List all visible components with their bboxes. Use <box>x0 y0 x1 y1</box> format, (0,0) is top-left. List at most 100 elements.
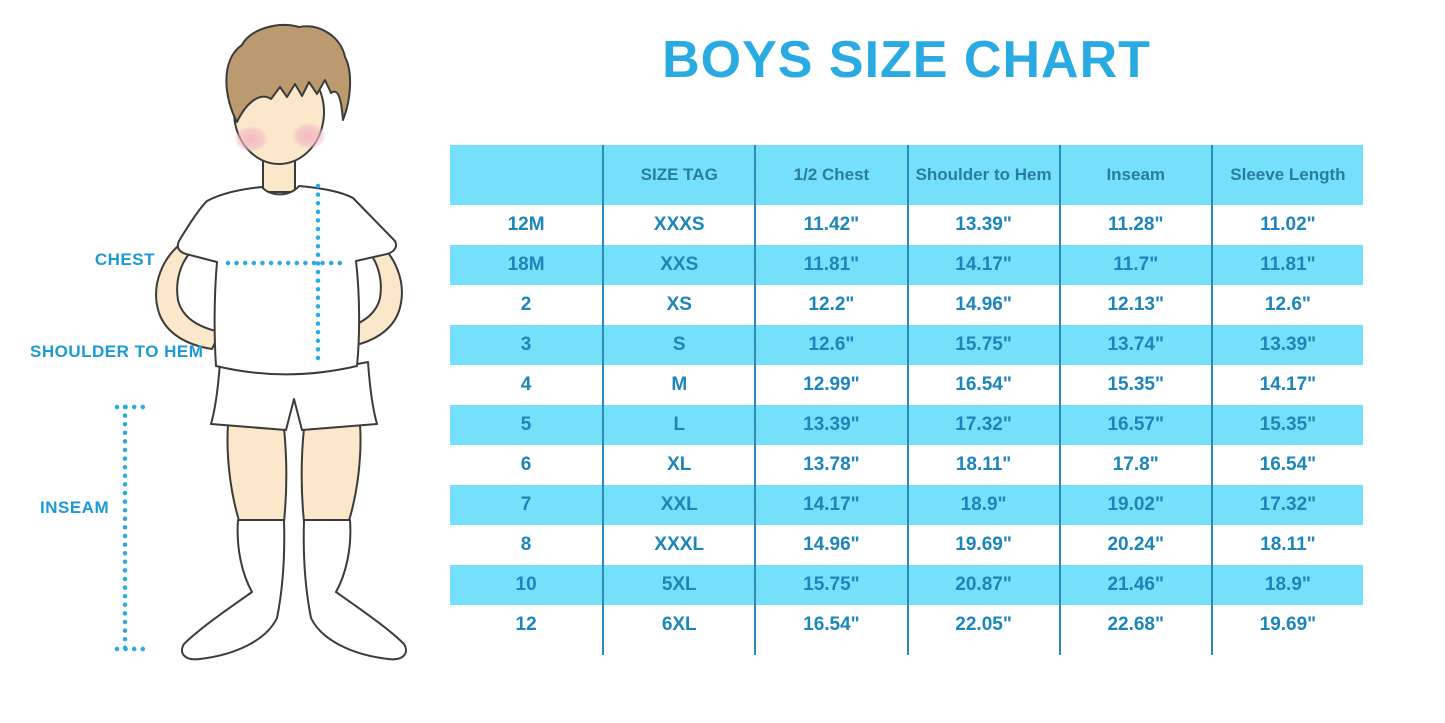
extension-cell <box>754 645 906 655</box>
table-cell: XS <box>602 285 754 325</box>
table-cell: 12.99" <box>754 365 906 405</box>
table-cell: 11.7" <box>1058 245 1211 285</box>
table-cell: 11.81" <box>1210 245 1363 285</box>
measurement-diagram: CHEST SHOULDER TO HEM INSEAM <box>0 0 450 723</box>
table-cell: 18M <box>507 254 545 275</box>
table-cell: 5 <box>520 414 532 435</box>
boy-arms <box>155 237 403 350</box>
table-cell: S <box>602 325 754 365</box>
table-cell: 6 <box>520 454 532 475</box>
table-cell: 20.24" <box>1058 525 1211 565</box>
table-cell: 18.9" <box>1210 565 1363 605</box>
extension-cell <box>906 645 1059 655</box>
table-cell: 5XL <box>602 565 754 605</box>
shoulder-to-hem-label: SHOULDER TO HEM <box>30 342 204 361</box>
table-cell: XXXS <box>602 205 754 245</box>
table-cell: 15.35" <box>1210 405 1363 445</box>
table-cell: M <box>602 365 754 405</box>
table-cell: 14.17" <box>906 245 1059 285</box>
table-cell: 6XL <box>602 605 754 645</box>
header-cell: Shoulder to Hem <box>906 145 1059 205</box>
extension-cell <box>1058 645 1211 655</box>
boy-cheek-right <box>292 123 326 149</box>
table-cell: 15.35" <box>1058 365 1211 405</box>
table-row: 5 L 13.39" 17.32" 16.57" 15.35" <box>450 405 1363 445</box>
table-cell: 13.74" <box>1058 325 1211 365</box>
table-cell: 22.05" <box>906 605 1059 645</box>
table-cell: 21.46" <box>1058 565 1211 605</box>
header-cell: Sleeve Length <box>1210 145 1363 205</box>
table-cell: 12.6" <box>1210 285 1363 325</box>
table-cell: 17.32" <box>906 405 1059 445</box>
table-cell: 17.32" <box>1210 485 1363 525</box>
table-cell: 8 <box>520 534 532 555</box>
table-cell: 11.02" <box>1210 205 1363 245</box>
header-cell: 1/2 Chest <box>754 145 906 205</box>
table-row: 18M XXS 11.81" 14.17" 11.7" 11.81" <box>450 245 1363 285</box>
table-extension-row <box>450 645 1363 655</box>
table-cell: 11.28" <box>1058 205 1211 245</box>
table-row: 7 XXL 14.17" 18.9" 19.02" 17.32" <box>450 485 1363 525</box>
table-cell: 14.96" <box>906 285 1059 325</box>
extension-cell <box>602 645 754 655</box>
table-cell: 17.8" <box>1058 445 1211 485</box>
extension-cell <box>450 645 602 655</box>
header-cell: Inseam <box>1058 145 1211 205</box>
extension-cell <box>1210 645 1363 655</box>
boy-socks <box>181 519 407 661</box>
table-cell: 4 <box>520 374 532 395</box>
table-cell: 7 <box>520 494 532 515</box>
table-row: 2 XS 12.2" 14.96" 12.13" 12.6" <box>450 285 1363 325</box>
table-cell: 22.68" <box>1058 605 1211 645</box>
table-cell: 13.39" <box>906 205 1059 245</box>
header-cell <box>450 145 602 205</box>
table-cell: 16.57" <box>1058 405 1211 445</box>
table-row: 4 M 12.99" 16.54" 15.35" 14.17" <box>450 365 1363 405</box>
table-cell: 19.02" <box>1058 485 1211 525</box>
table-cell: 13.39" <box>1210 325 1363 365</box>
table-cell: 18.11" <box>906 445 1059 485</box>
table-cell: XXL <box>602 485 754 525</box>
table-row: 12 6XL 16.54" 22.05" 22.68" 19.69" <box>450 605 1363 645</box>
chest-label: CHEST <box>94 250 155 269</box>
page-title: BOYS SIZE CHART <box>662 31 1151 89</box>
table-cell: XXXL <box>602 525 754 565</box>
table-cell: 16.54" <box>754 605 906 645</box>
table-cell: 11.81" <box>754 245 906 285</box>
boy-hair <box>225 24 352 123</box>
size-table: SIZE TAG 1/2 Chest Shoulder to Hem Inseam Sl… <box>450 145 1363 655</box>
boy-legs <box>226 423 362 525</box>
table-cell: 12 <box>515 614 537 635</box>
table-cell: 15.75" <box>906 325 1059 365</box>
table-row: 12M XXXS 11.42" 13.39" 11.28" 11.02" <box>450 205 1363 245</box>
table-cell: 3 <box>520 334 532 355</box>
table-cell: 19.69" <box>906 525 1059 565</box>
table-cell: XL <box>602 445 754 485</box>
table-cell: 13.39" <box>754 405 906 445</box>
table-row: 6 XL 13.78" 18.11" 17.8" 16.54" <box>450 445 1363 485</box>
table-cell: 2 <box>520 294 532 315</box>
table-cell: 10 <box>515 574 537 595</box>
table-cell: 12.13" <box>1058 285 1211 325</box>
table-cell: 14.96" <box>754 525 906 565</box>
table-row: 8 XXXL 14.96" 19.69" 20.24" 18.11" <box>450 525 1363 565</box>
table-cell: 11.42" <box>754 205 906 245</box>
table-cell: 20.87" <box>906 565 1059 605</box>
table-cell: L <box>602 405 754 445</box>
table-cell: XXS <box>602 245 754 285</box>
table-cell: 18.11" <box>1210 525 1363 565</box>
table-cell: 12M <box>507 214 545 235</box>
table-cell: 12.6" <box>754 325 906 365</box>
table-cell: 18.9" <box>906 485 1059 525</box>
table-cell: 14.17" <box>1210 365 1363 405</box>
table-cell: 14.17" <box>754 485 906 525</box>
table-cell: 16.54" <box>1210 445 1363 485</box>
header-cell: SIZE TAG <box>602 145 754 205</box>
table-row: 3 S 12.6" 15.75" 13.74" 13.39" <box>450 325 1363 365</box>
boy-shirt <box>176 185 397 376</box>
table-cell: 12.2" <box>754 285 906 325</box>
boy-cheek-left <box>234 126 268 152</box>
boy-figure-illustration <box>114 24 407 661</box>
table-cell: 15.75" <box>754 565 906 605</box>
